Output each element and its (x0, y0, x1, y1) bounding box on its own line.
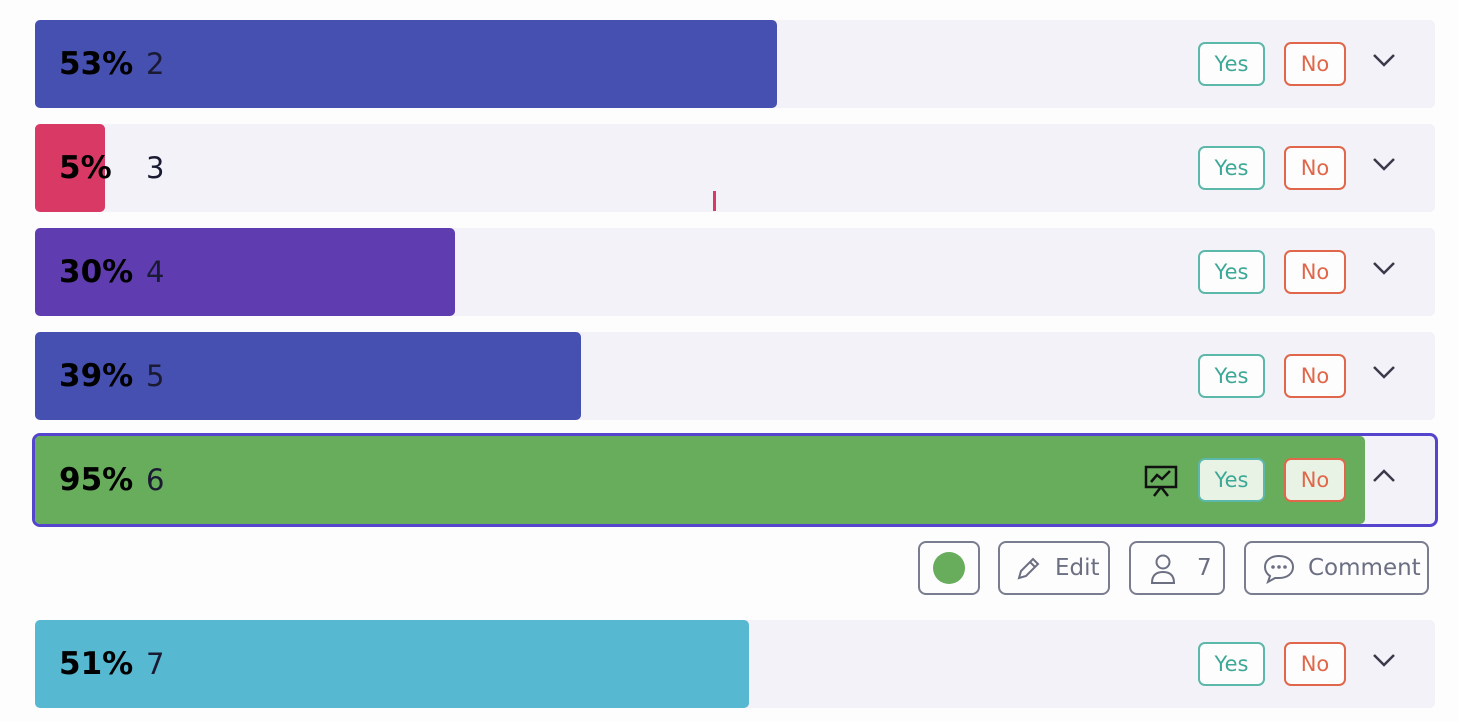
percent-label: 53% (59, 46, 134, 82)
progress-bar (35, 620, 749, 708)
yes-button[interactable]: Yes (1198, 250, 1265, 294)
no-button[interactable]: No (1284, 642, 1346, 686)
no-button[interactable]: No (1284, 354, 1346, 398)
expand-button[interactable] (1371, 652, 1397, 672)
yes-button[interactable]: Yes (1198, 354, 1265, 398)
yes-button[interactable]: Yes (1198, 642, 1265, 686)
option-name: 7 (146, 647, 165, 681)
expand-button[interactable] (1371, 52, 1397, 72)
progress-bar (35, 436, 1365, 524)
no-button[interactable]: No (1284, 458, 1346, 502)
option-name: 4 (146, 255, 165, 289)
progress-bar (35, 20, 777, 108)
yes-button[interactable]: Yes (1198, 146, 1265, 190)
status-button[interactable] (918, 541, 980, 595)
marker (713, 191, 716, 211)
edit-label: Edit (1055, 555, 1100, 581)
poll-row[interactable]: 51% 7 Yes No (35, 620, 1435, 708)
no-button[interactable]: No (1284, 42, 1346, 86)
percent-label: 30% (59, 254, 134, 290)
percent-label: 5% (59, 150, 112, 186)
participants-button[interactable]: 7 (1129, 541, 1225, 595)
comment-button[interactable]: Comment (1244, 541, 1429, 595)
collapse-button[interactable] (1371, 468, 1397, 488)
comment-label: Comment (1308, 555, 1421, 581)
poll-row[interactable]: 95% 6 Yes No (32, 433, 1438, 527)
expand-button[interactable] (1371, 260, 1397, 280)
option-name: 6 (146, 463, 165, 497)
yes-button[interactable]: Yes (1198, 458, 1265, 502)
participants-count: 7 (1197, 555, 1212, 581)
progress-bar (35, 332, 581, 420)
option-name: 2 (146, 47, 165, 81)
option-name: 5 (146, 359, 165, 393)
status-dot (933, 552, 965, 584)
poll-row[interactable]: 30% 4 Yes No (35, 228, 1435, 316)
percent-label: 95% (59, 462, 134, 498)
progress-bar (35, 124, 105, 212)
no-button[interactable]: No (1284, 250, 1346, 294)
poll-row[interactable]: 53% 2 Yes No (35, 20, 1435, 108)
presentation-icon (1143, 464, 1179, 502)
yes-button[interactable]: Yes (1198, 42, 1265, 86)
no-button[interactable]: No (1284, 146, 1346, 190)
progress-bar (35, 228, 455, 316)
percent-label: 51% (59, 646, 134, 682)
option-name: 3 (146, 151, 165, 185)
poll-row[interactable]: 39% 5 Yes No (35, 332, 1435, 420)
percent-label: 39% (59, 358, 134, 394)
expand-button[interactable] (1371, 156, 1397, 176)
poll-row[interactable]: 5% 3 Yes No (35, 124, 1435, 212)
expand-button[interactable] (1371, 364, 1397, 384)
edit-button[interactable]: Edit (998, 541, 1110, 595)
